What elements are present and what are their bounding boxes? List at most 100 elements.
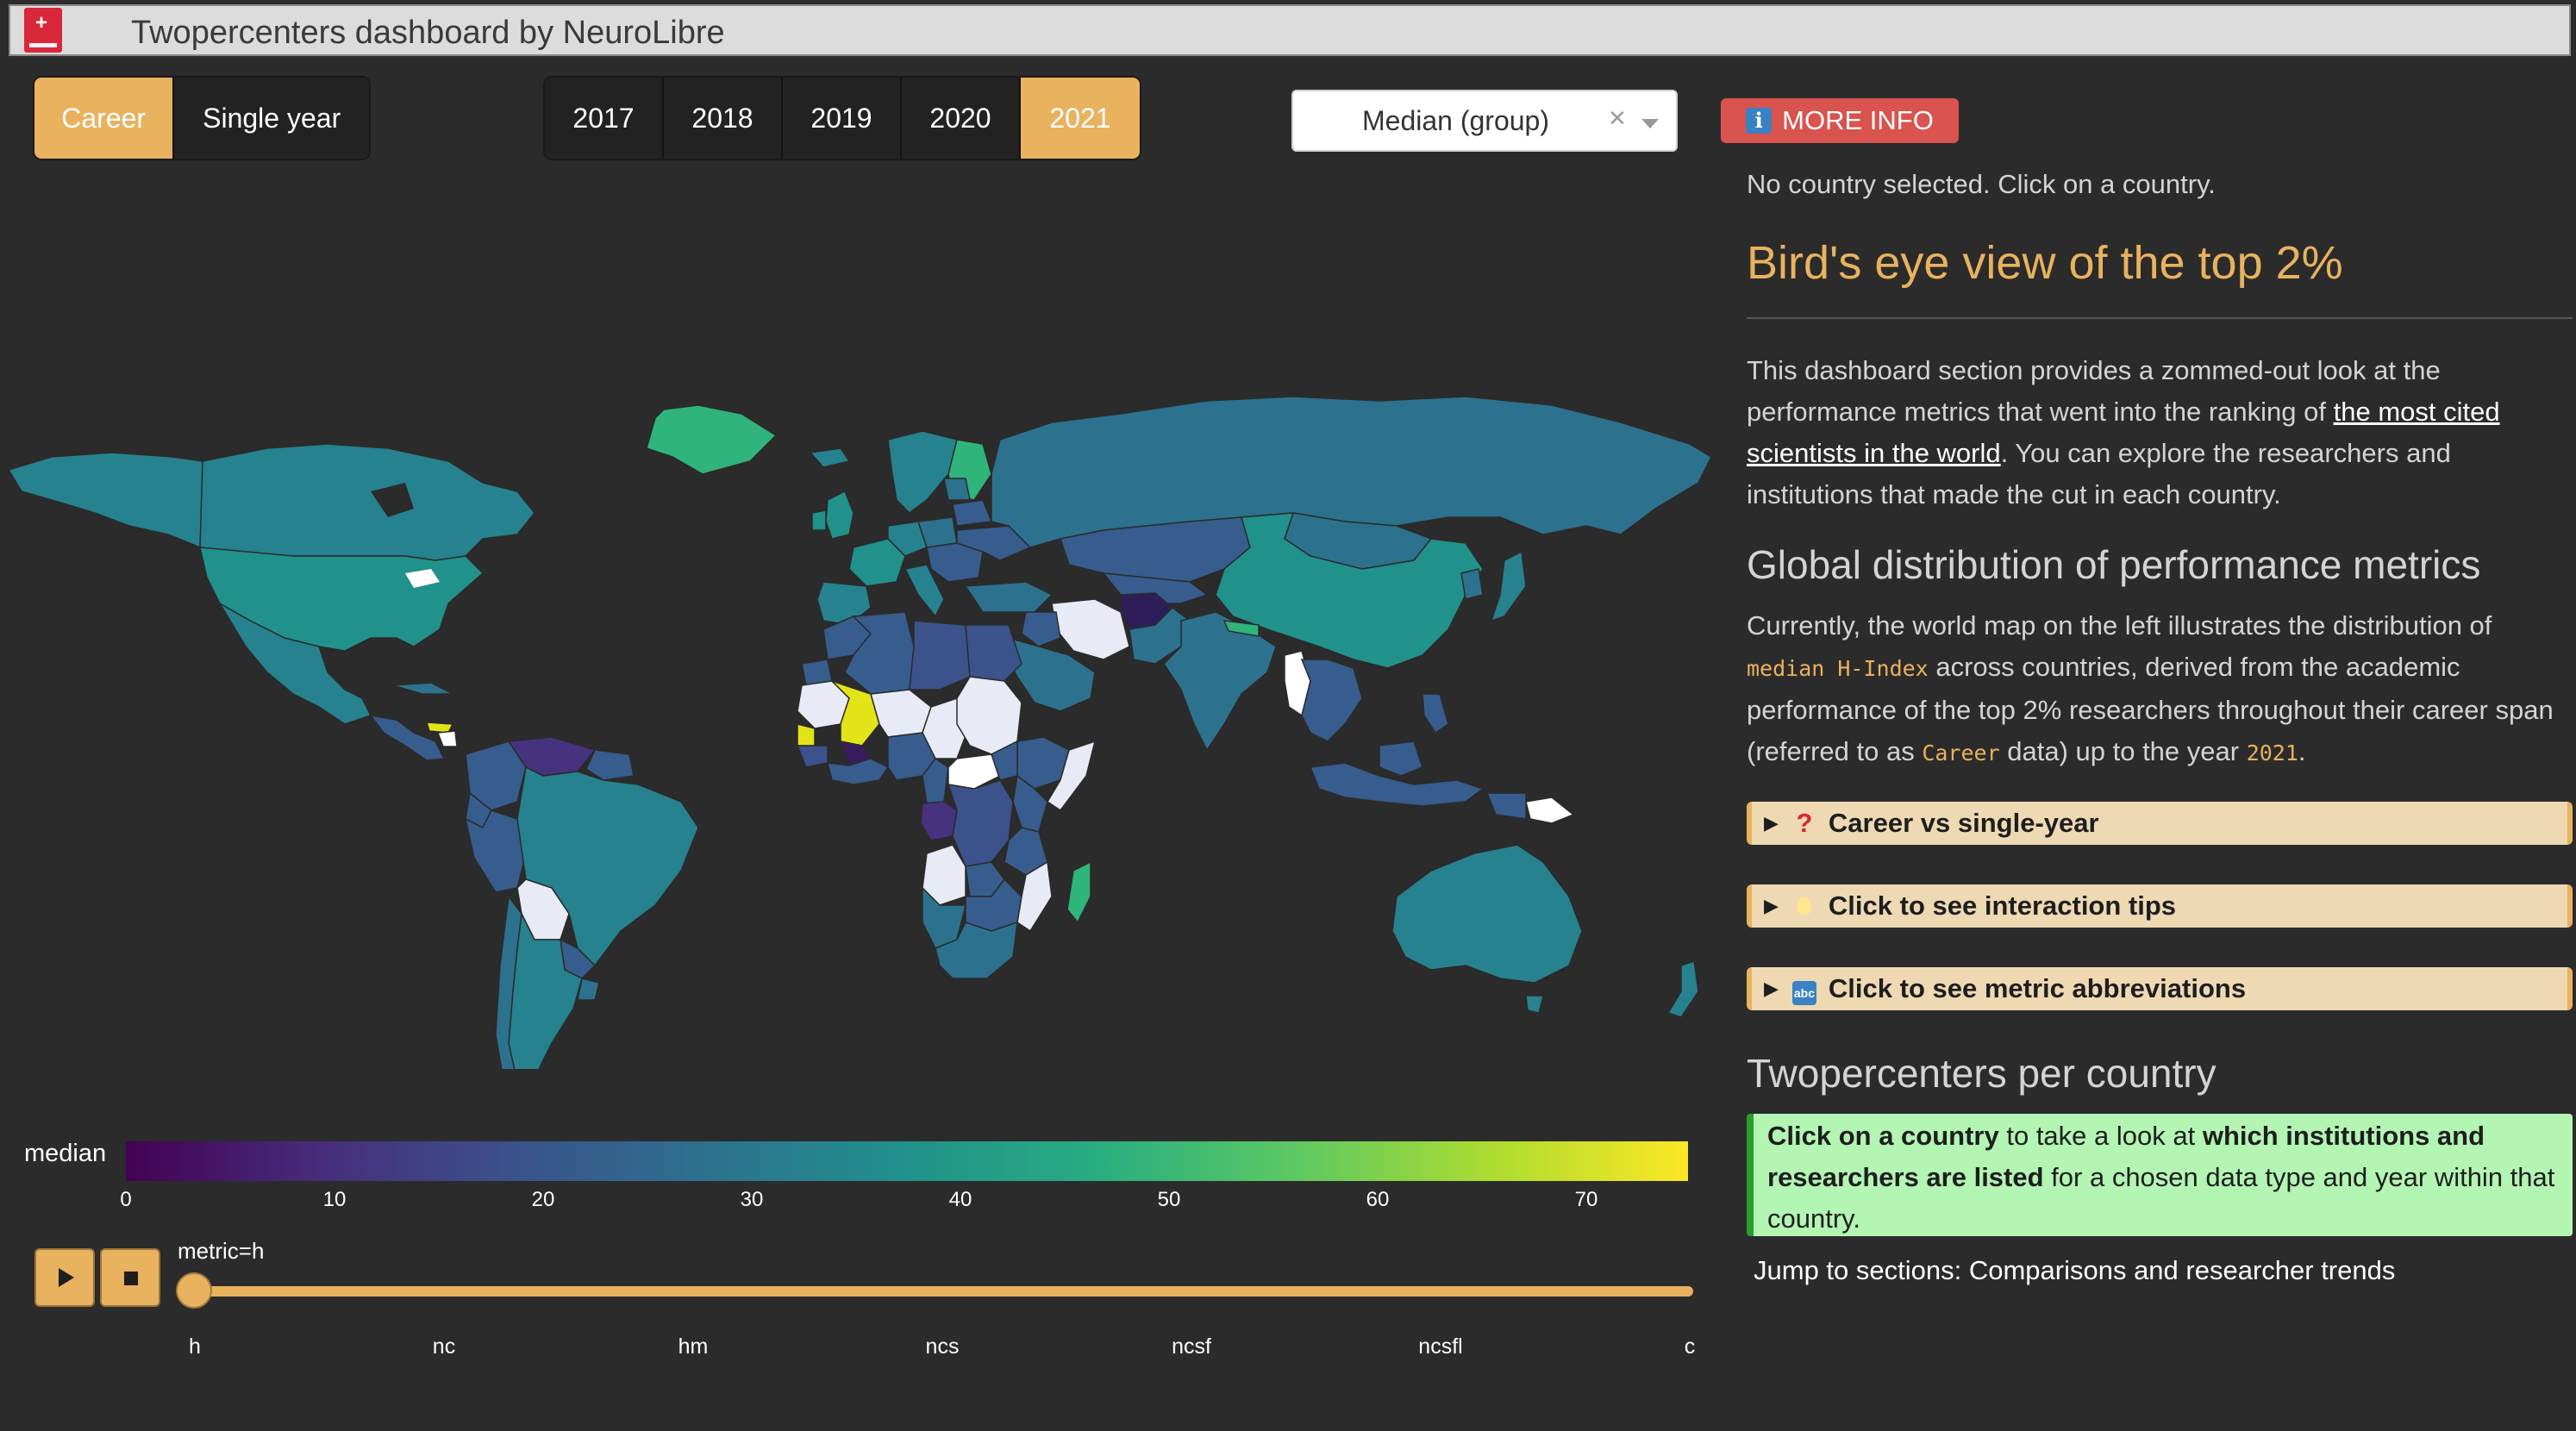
more-info-button[interactable]: i MORE INFO xyxy=(1721,98,1959,143)
country-niger[interactable] xyxy=(870,689,932,738)
intro-text-2: . You can explore the researchers and in… xyxy=(1747,438,2451,509)
country-philippines[interactable] xyxy=(1422,693,1449,734)
country-korea[interactable] xyxy=(1460,568,1484,600)
country-mexico[interactable] xyxy=(217,601,372,725)
country-usa-alaska[interactable] xyxy=(7,452,203,549)
play-icon xyxy=(59,1268,74,1287)
country-nicaragua[interactable] xyxy=(436,730,458,747)
world-choropleth-map[interactable] xyxy=(0,362,1716,1069)
metric-abbreviations-details[interactable]: ▶ abc Click to see metric abbreviations xyxy=(1747,967,2573,1010)
country-japan[interactable] xyxy=(1490,550,1527,622)
chevron-down-icon[interactable] xyxy=(1641,119,1659,128)
colorbar-tick: 20 xyxy=(531,1188,555,1211)
colorbar-tick: 10 xyxy=(322,1188,347,1211)
intro-text-1: This dashboard section provides a zommed… xyxy=(1747,355,2441,427)
year-2018-button[interactable]: 2018 xyxy=(664,78,783,159)
country-gabon-congo[interactable] xyxy=(920,801,958,841)
country-ireland[interactable] xyxy=(811,509,827,531)
data-type-toggle: Career Single year xyxy=(33,76,371,160)
most-cited-link[interactable]: the most cited scientists in the world xyxy=(1747,397,2500,468)
country-nepal[interactable] xyxy=(1222,620,1260,637)
clear-selection-icon[interactable]: × xyxy=(1609,102,1626,134)
year-2021-button[interactable]: 2021 xyxy=(1021,78,1140,159)
country-baltics[interactable] xyxy=(943,478,971,501)
metric-slider-track[interactable] xyxy=(193,1286,1693,1297)
slider-tick[interactable]: ncsf xyxy=(1172,1334,1211,1359)
country-south-africa[interactable] xyxy=(935,921,1018,979)
country-norway-sweden[interactable] xyxy=(887,430,958,514)
country-sudan[interactable] xyxy=(956,676,1022,755)
slider-tick[interactable]: nc xyxy=(432,1334,456,1359)
country-iran[interactable] xyxy=(1051,598,1130,660)
country-central-america[interactable] xyxy=(369,714,446,761)
career-vs-single-details[interactable]: ▶ ? Career vs single-year xyxy=(1747,802,2573,845)
slider-tick[interactable]: ncs xyxy=(925,1334,960,1359)
neurolibre-logo-icon: + xyxy=(24,8,62,53)
country-uruguay[interactable] xyxy=(577,978,600,1001)
callout-text-2: for a chosen data type and year within t… xyxy=(1767,1162,2555,1234)
play-button[interactable] xyxy=(34,1248,95,1307)
interaction-tips-details[interactable]: ▶ Click to see interaction tips xyxy=(1747,884,2573,928)
more-info-label: MORE INFO xyxy=(1782,105,1934,135)
country-iraq[interactable] xyxy=(1021,611,1061,647)
country-iceland[interactable] xyxy=(809,447,851,468)
country-guyana-suriname[interactable] xyxy=(585,749,635,781)
year-2017-button[interactable]: 2017 xyxy=(545,78,664,159)
country-west-africa-coast[interactable] xyxy=(827,758,890,785)
country-southeast-asia[interactable] xyxy=(1300,659,1363,742)
jump-to-sections[interactable]: Jump to sections: Comparisons and resear… xyxy=(1754,1255,2396,1285)
country-somalia[interactable] xyxy=(1046,740,1097,812)
country-new-zealand[interactable] xyxy=(1666,960,1699,1018)
country-italy[interactable] xyxy=(903,564,945,618)
year-2019-button[interactable]: 2019 xyxy=(783,78,902,159)
callout-bold-2: which institutions and researchers are l… xyxy=(1767,1121,2485,1192)
stop-button[interactable] xyxy=(100,1248,160,1307)
country-united-kingdom[interactable] xyxy=(825,490,854,540)
country-canada[interactable] xyxy=(197,443,535,561)
callout-text-1: to take a look at xyxy=(1998,1121,2203,1151)
slider-tick[interactable]: ncsfl xyxy=(1418,1334,1463,1359)
country-australia[interactable] xyxy=(1391,844,1583,984)
metric-code: median H-Index xyxy=(1747,656,1929,681)
slider-tick[interactable]: c xyxy=(1684,1334,1696,1359)
country-china[interactable] xyxy=(1215,512,1484,669)
country-senegal[interactable] xyxy=(797,723,816,747)
country-cuba[interactable] xyxy=(391,682,453,695)
country-libya[interactable] xyxy=(909,620,971,691)
country-chile[interactable] xyxy=(495,895,522,1069)
year-2020-button[interactable]: 2020 xyxy=(902,78,1021,159)
year-code: 2021 xyxy=(2246,740,2298,765)
metric-abbreviations-label: Click to see metric abbreviations xyxy=(1828,973,2247,1003)
country-dr-congo[interactable] xyxy=(947,779,1014,867)
career-button[interactable]: Career xyxy=(34,78,175,159)
slider-tick[interactable]: hm xyxy=(678,1334,709,1359)
question-icon: ? xyxy=(1796,808,1813,838)
title-bar: + Twopercenters dashboard by NeuroLibre xyxy=(9,4,2571,56)
country-tasmania[interactable] xyxy=(1525,995,1544,1014)
statistic-dropdown[interactable]: Median (group) × xyxy=(1291,90,1678,152)
country-indonesia[interactable] xyxy=(1309,762,1485,807)
click-country-callout: Click on a country to take a look at whi… xyxy=(1747,1114,2573,1236)
statistic-dropdown-value: Median (group) xyxy=(1362,105,1549,136)
country-status-text: No country selected. Click on a country. xyxy=(1747,169,2216,199)
metric-slider-handle[interactable] xyxy=(176,1272,212,1309)
country-cameroon[interactable] xyxy=(922,757,949,804)
intro-paragraph: This dashboard section provides a zommed… xyxy=(1747,350,2566,516)
country-egypt[interactable] xyxy=(965,624,1022,682)
country-guinea[interactable] xyxy=(796,745,828,768)
global-distribution-paragraph: Currently, the world map on the left ill… xyxy=(1747,605,2566,774)
country-malaysia-borneo[interactable] xyxy=(1379,740,1423,777)
single-year-button[interactable]: Single year xyxy=(174,78,369,159)
country-papua-new-guinea[interactable] xyxy=(1525,797,1575,824)
country-indonesia-papua[interactable] xyxy=(1485,792,1527,820)
colorbar-tick: 40 xyxy=(948,1188,972,1211)
slider-tick[interactable]: h xyxy=(189,1334,201,1359)
country-turkey[interactable] xyxy=(964,581,1054,613)
country-madagascar[interactable] xyxy=(1066,860,1091,924)
lightbulb-icon xyxy=(1792,890,1816,922)
birds-eye-heading: Bird's eye view of the top 2% xyxy=(1747,237,2343,289)
great-lakes xyxy=(405,569,440,588)
country-belarus[interactable] xyxy=(952,499,993,527)
country-germany[interactable] xyxy=(887,521,928,557)
country-greenland[interactable] xyxy=(646,404,778,475)
